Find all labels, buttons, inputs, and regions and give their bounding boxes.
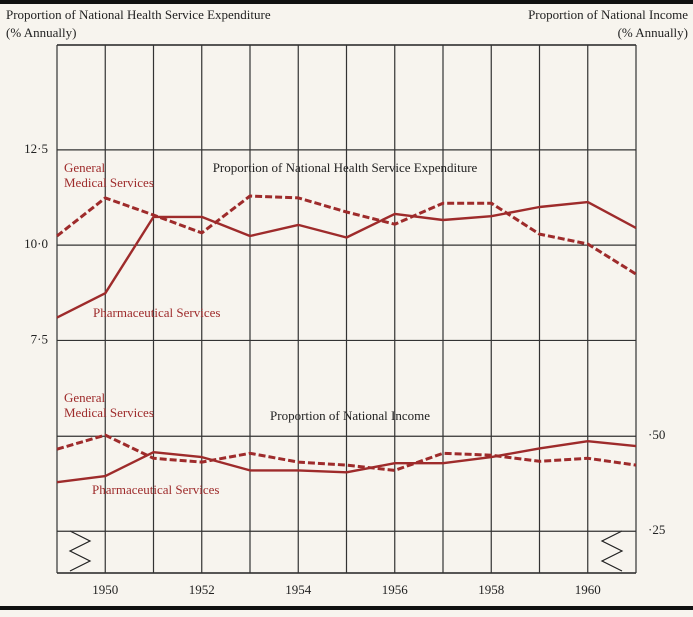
top-rule: [0, 0, 693, 4]
left-title: Proportion of National Health Service Ex…: [6, 7, 271, 22]
series-line: [56, 200, 637, 319]
y-tick-label: 12·5: [24, 141, 48, 156]
right-title: Proportion of National Income: [528, 7, 688, 22]
x-tick-label: 1958: [478, 582, 504, 597]
series-label: General Medical Services: [64, 390, 154, 420]
x-tick-label: 1952: [189, 582, 215, 597]
series-label: General Medical Services: [64, 160, 154, 190]
series-line: [56, 433, 637, 472]
series-label: Pharmaceutical Services: [93, 305, 221, 320]
bottom-rule: [0, 606, 693, 610]
series-label: Pharmaceutical Services: [92, 482, 220, 497]
y2-tick-label: ·50: [648, 427, 665, 442]
x-tick-label: 1950: [92, 582, 118, 597]
upper-annotation: Proportion of National Health Service Ex…: [213, 160, 478, 175]
left-unit: (% Annually): [6, 25, 76, 40]
x-tick-label: 1954: [285, 582, 312, 597]
series-line: [56, 194, 637, 276]
y-tick-label: 10·0: [24, 236, 48, 251]
x-tick-label: 1956: [382, 582, 409, 597]
axis-break: [68, 530, 92, 572]
y-tick-label: 7·5: [31, 331, 48, 346]
series-line: [56, 440, 637, 484]
y2-tick-label: ·25: [648, 522, 665, 537]
x-tick-label: 1960: [575, 582, 601, 597]
lower-annotation: Proportion of National Income: [270, 408, 430, 423]
right-unit: (% Annually): [618, 25, 688, 40]
axis-break: [600, 530, 624, 572]
